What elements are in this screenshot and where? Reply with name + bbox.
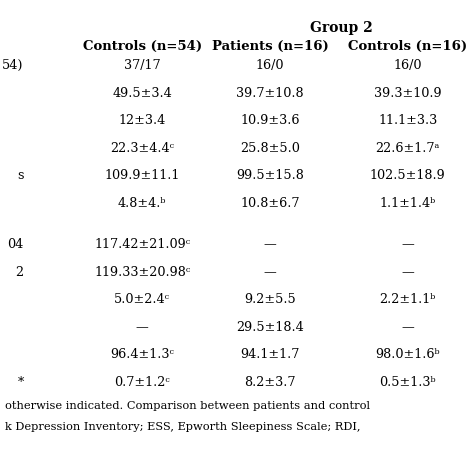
Text: s: s	[17, 169, 24, 182]
Text: 11.1±3.3: 11.1±3.3	[378, 114, 437, 127]
Text: 29.5±18.4: 29.5±18.4	[237, 321, 304, 334]
Text: 99.5±15.8: 99.5±15.8	[236, 169, 304, 182]
Text: 4.8±4.ᵇ: 4.8±4.ᵇ	[118, 197, 166, 210]
Text: 109.9±11.1: 109.9±11.1	[104, 169, 180, 182]
Text: 0.7±1.2ᶜ: 0.7±1.2ᶜ	[114, 376, 170, 389]
Text: 22.6±1.7ᵃ: 22.6±1.7ᵃ	[375, 142, 440, 155]
Text: 37/17: 37/17	[124, 59, 161, 72]
Text: 12±3.4: 12±3.4	[118, 114, 166, 127]
Text: 39.7±10.8: 39.7±10.8	[237, 87, 304, 100]
Text: 2: 2	[16, 266, 24, 279]
Text: —: —	[401, 321, 414, 334]
Text: 102.5±18.9: 102.5±18.9	[370, 169, 446, 182]
Text: 5.0±2.4ᶜ: 5.0±2.4ᶜ	[114, 293, 170, 306]
Text: 39.3±10.9: 39.3±10.9	[374, 87, 441, 100]
Text: 04: 04	[8, 238, 24, 251]
Text: —: —	[136, 321, 148, 334]
Text: 10.9±3.6: 10.9±3.6	[240, 114, 300, 127]
Text: 1.1±1.4ᵇ: 1.1±1.4ᵇ	[380, 197, 436, 210]
Text: 16/0: 16/0	[393, 59, 422, 72]
Text: Group 2: Group 2	[310, 21, 373, 36]
Text: 117.42±21.09ᶜ: 117.42±21.09ᶜ	[94, 238, 190, 251]
Text: Controls (n=16): Controls (n=16)	[348, 40, 467, 53]
Text: 0.5±1.3ᵇ: 0.5±1.3ᵇ	[379, 376, 436, 389]
Text: 10.8±6.7: 10.8±6.7	[240, 197, 300, 210]
Text: 8.2±3.7: 8.2±3.7	[245, 376, 296, 389]
Text: 2.2±1.1ᵇ: 2.2±1.1ᵇ	[380, 293, 436, 306]
Text: 25.8±5.0: 25.8±5.0	[240, 142, 300, 155]
Text: 49.5±3.4: 49.5±3.4	[112, 87, 172, 100]
Text: otherwise indicated. Comparison between patients and control: otherwise indicated. Comparison between …	[5, 401, 370, 410]
Text: 98.0±1.6ᵇ: 98.0±1.6ᵇ	[375, 348, 440, 361]
Text: 22.3±4.4ᶜ: 22.3±4.4ᶜ	[110, 142, 174, 155]
Text: —: —	[401, 238, 414, 251]
Text: —: —	[264, 266, 276, 279]
Text: Patients (n=16): Patients (n=16)	[212, 40, 328, 53]
Text: 16/0: 16/0	[256, 59, 284, 72]
Text: 94.1±1.7: 94.1±1.7	[240, 348, 300, 361]
Text: 9.2±5.5: 9.2±5.5	[244, 293, 296, 306]
Text: *: *	[18, 376, 24, 389]
Text: —: —	[401, 266, 414, 279]
Text: Controls (n=54): Controls (n=54)	[82, 40, 202, 53]
Text: 119.33±20.98ᶜ: 119.33±20.98ᶜ	[94, 266, 191, 279]
Text: 54): 54)	[2, 59, 24, 72]
Text: 96.4±1.3ᶜ: 96.4±1.3ᶜ	[110, 348, 174, 361]
Text: —: —	[264, 238, 276, 251]
Text: k Depression Inventory; ESS, Epworth Sleepiness Scale; RDI,: k Depression Inventory; ESS, Epworth Sle…	[5, 422, 360, 432]
